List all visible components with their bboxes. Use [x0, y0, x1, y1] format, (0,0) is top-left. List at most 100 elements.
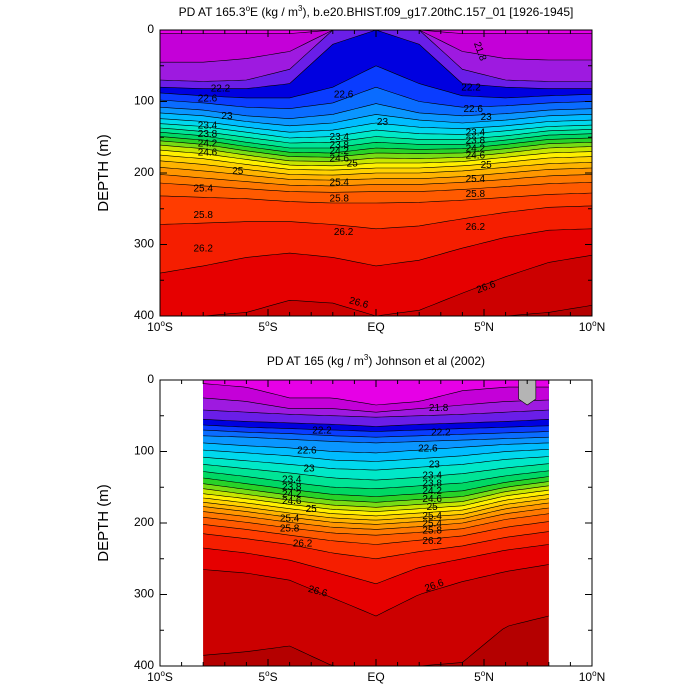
contour-line-22.0 — [203, 397, 549, 413]
contour-label: 24.2 — [422, 486, 442, 497]
contour-label: 25.4 — [422, 518, 442, 529]
contour-line-25.0 — [203, 494, 549, 517]
contour-line-26.2 — [160, 205, 592, 230]
contour-label: 23 — [481, 112, 493, 123]
contour-label: 24.2 — [198, 138, 218, 149]
contour-label: 23.8 — [198, 129, 218, 140]
contour-label: 26.6 — [307, 584, 329, 600]
contour-label: 25.8 — [330, 193, 350, 204]
plot-area — [203, 380, 549, 666]
y-tick-label: 0 — [147, 22, 154, 36]
contour-line-24.6 — [203, 485, 549, 508]
contour-label: 23.4 — [198, 120, 218, 131]
panel-2: 21.822.2 22.222.6 22.623 2323.423.824.224.6… — [95, 353, 605, 684]
chart-title: PD AT 165.3oE (kg / m3), b.e20.BHIST.f09… — [179, 4, 574, 19]
contour-line-26.0 — [203, 521, 549, 545]
contour-line-25.8 — [160, 182, 592, 193]
contour-label: 26.2 — [293, 538, 313, 549]
contour-label: 23 — [221, 111, 233, 122]
contour-line-22.0 — [160, 30, 592, 63]
contour-label: 24.2 — [282, 489, 302, 500]
contour-label: 25 — [427, 502, 439, 513]
contour-line-26.2 — [203, 531, 549, 560]
contour-line-22.2 — [203, 409, 549, 418]
contour-label: 22.2 — [461, 83, 481, 94]
contour-label: 24.6 — [282, 496, 302, 507]
contour-label: 26.2 — [422, 536, 442, 547]
contour-label: 23.8 — [466, 135, 486, 146]
contour-line-24.8 — [203, 489, 549, 512]
contour-line-24.6 — [160, 144, 592, 162]
contour-label: 23.4 — [330, 132, 350, 143]
contour-line-25.6 — [203, 507, 549, 530]
x-tick-label: EQ — [367, 670, 384, 684]
contour-label: 23.8 — [330, 140, 350, 151]
contour-line-25.4 — [160, 167, 592, 181]
contour-line-26.4 — [203, 544, 549, 585]
y-tick-label: 300 — [134, 587, 154, 601]
contour-line-23.2 — [203, 442, 549, 454]
contour-line-25.8 — [203, 513, 549, 536]
contour-label: 26.6 — [348, 295, 370, 311]
x-tick-label: 5oS — [258, 319, 277, 334]
contour-line-24.0 — [160, 131, 592, 149]
contour-line-26.0 — [160, 192, 592, 204]
contour-label: 25.4 — [280, 513, 300, 524]
contour-line-23.8 — [160, 127, 592, 144]
contour-label: 22.6 — [297, 445, 317, 456]
missing-data-patch — [518, 380, 537, 406]
y-axis-label: DEPTH (m) — [95, 484, 112, 562]
contour-line-23.4 — [203, 449, 549, 462]
contour-label: 24.6 — [422, 494, 442, 505]
contour-label: 21.8 — [429, 403, 449, 414]
contour-line-23.6 — [203, 456, 549, 471]
y-axis-label: DEPTH (m) — [95, 134, 112, 212]
y-tick-label: 400 — [134, 658, 154, 672]
x-tick-label: 10oS — [147, 669, 173, 684]
contour-line-26.4 — [160, 228, 592, 274]
contour-line-25.2 — [203, 498, 549, 521]
contour-label: 26.2 — [193, 243, 213, 254]
contour-line-22.6 — [160, 65, 592, 99]
contour-label: 22.2 — [312, 425, 332, 436]
contour-line-26.8 — [203, 615, 549, 666]
contour-line-23.2 — [160, 112, 592, 127]
contour-label: 25.8 — [193, 210, 213, 221]
contour-line-24.2 — [203, 476, 549, 497]
contour-label: 26.2 — [466, 222, 486, 233]
x-tick-label: 10oN — [579, 669, 605, 684]
contour-label: 25.4 — [466, 174, 486, 185]
chart-title: PD AT 165 (kg / m3) Johnson et al (2002) — [267, 353, 485, 368]
contour-label: 25.4 — [422, 511, 442, 522]
contour-label: 24.6 — [330, 153, 350, 164]
contour-label: 23.8 — [282, 482, 302, 493]
plot-area — [160, 30, 592, 316]
contour-label: 23.4 — [466, 128, 486, 139]
contour-line-23.8 — [203, 463, 549, 481]
y-tick-label: 100 — [134, 444, 154, 458]
contour-line-25.0 — [160, 154, 592, 171]
x-tick-label: 10oS — [147, 319, 173, 334]
contour-line-23.0 — [160, 103, 592, 120]
contour-line-24.0 — [203, 470, 549, 490]
contour-label: 24.2 — [330, 146, 350, 157]
contour-label: 22.6 — [463, 104, 483, 115]
contour-line-22.6 — [203, 424, 549, 432]
y-tick-label: 200 — [134, 515, 154, 529]
contour-label: 26.2 — [334, 227, 354, 238]
y-tick-label: 300 — [134, 237, 154, 251]
contour-line-21.8 — [203, 383, 549, 406]
y-tick-label: 0 — [147, 372, 154, 386]
contour-label: 22.6 — [198, 93, 218, 104]
contour-line-26.6 — [203, 564, 549, 617]
contour-line-22.4 — [160, 30, 592, 89]
y-tick-label: 200 — [134, 165, 154, 179]
contour-label: 25.8 — [466, 189, 486, 200]
contour-label: 23.8 — [422, 478, 442, 489]
contour-line-24.4 — [160, 140, 592, 158]
contour-label: 25.8 — [280, 523, 300, 534]
contour-label: 23.4 — [282, 475, 302, 486]
contour-label: 25.4 — [193, 183, 213, 194]
